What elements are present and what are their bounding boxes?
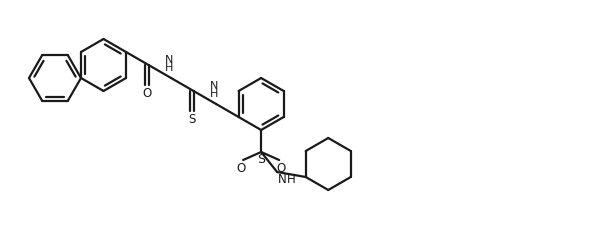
Text: O: O — [276, 162, 286, 175]
Text: N: N — [210, 81, 218, 91]
Text: N: N — [278, 173, 287, 186]
Text: H: H — [287, 173, 296, 186]
Text: N: N — [165, 55, 173, 65]
Text: S: S — [188, 113, 196, 126]
Text: O: O — [142, 87, 151, 100]
Text: H: H — [210, 89, 218, 99]
Text: H: H — [165, 63, 173, 73]
Text: O: O — [236, 162, 246, 175]
Text: S: S — [257, 153, 265, 166]
